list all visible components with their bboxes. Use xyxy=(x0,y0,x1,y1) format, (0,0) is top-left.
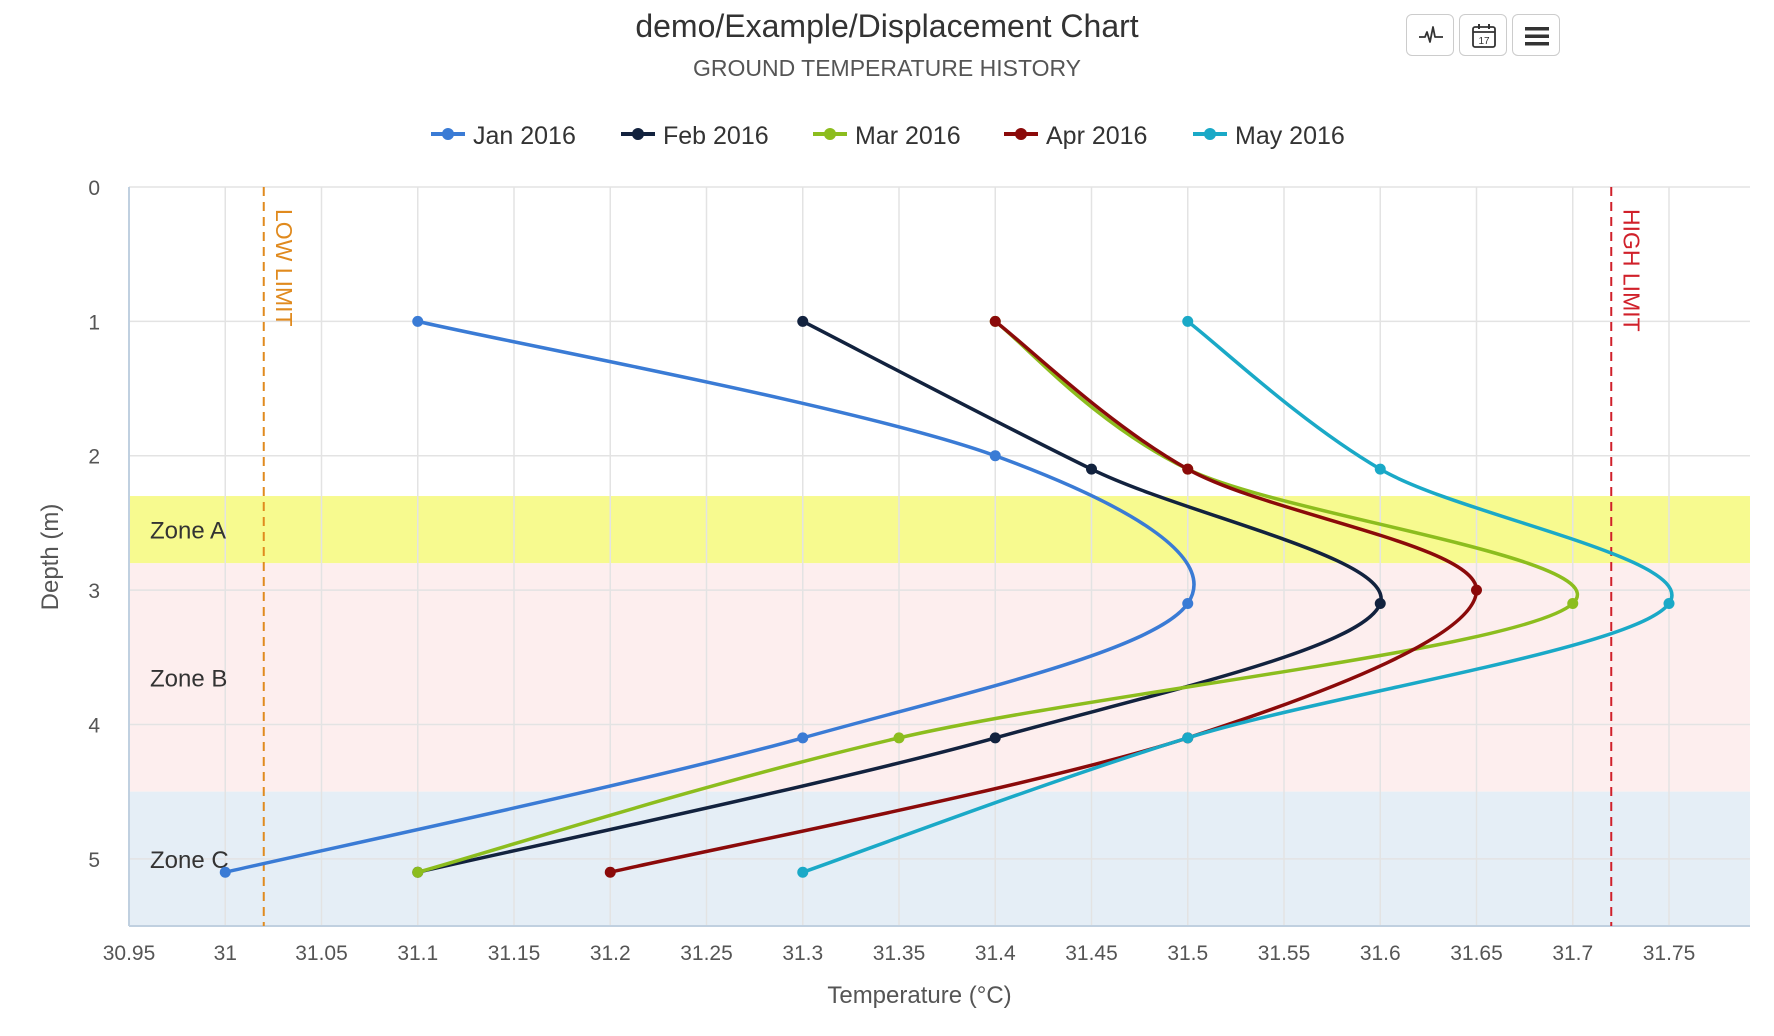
x-axis-title: Temperature (°C) xyxy=(827,982,1011,1009)
x-tick-label: 31.35 xyxy=(873,942,926,965)
y-tick-label: 4 xyxy=(88,714,100,737)
high-limit-label: HIGH LIMIT xyxy=(1618,209,1644,332)
series-line xyxy=(416,319,1383,875)
chart-legend: Jan 2016 Feb 2016 Mar 2016 Apr 2016 May 2016 xyxy=(0,118,1774,158)
zone-label-2: Zone B xyxy=(150,665,227,692)
y-tick-label: 0 xyxy=(88,177,100,200)
legend-label: Apr 2016 xyxy=(1046,122,1148,150)
data-point xyxy=(893,732,905,744)
x-tick-label: 31.3 xyxy=(782,942,823,965)
waveform-button[interactable] xyxy=(1406,14,1454,56)
x-tick-label: 31.1 xyxy=(397,942,438,965)
chart-title: demo/Example/Displacement Chart xyxy=(635,8,1139,44)
legend-marker xyxy=(621,128,655,140)
data-point xyxy=(1182,598,1194,610)
series-line xyxy=(801,319,1674,875)
data-point xyxy=(604,866,616,878)
calendar-button[interactable]: 17 xyxy=(1459,14,1507,56)
x-tick-label: 31 xyxy=(214,942,237,965)
legend-marker xyxy=(813,128,847,140)
x-tick-label: 31.4 xyxy=(975,942,1016,965)
x-tick-label: 31.15 xyxy=(488,942,541,965)
data-point xyxy=(797,732,809,744)
series-may-2016 xyxy=(797,315,1675,878)
x-tick-label: 31.65 xyxy=(1450,942,1503,965)
legend-label: May 2016 xyxy=(1235,122,1345,150)
data-point xyxy=(1182,732,1194,744)
data-point xyxy=(1663,598,1675,610)
x-tick-label: 31.5 xyxy=(1167,942,1208,965)
data-point xyxy=(797,866,809,878)
data-point xyxy=(1086,463,1097,475)
data-point xyxy=(1471,584,1482,596)
x-tick-label: 31.45 xyxy=(1065,942,1118,965)
low-limit-label: LOW LIMIT xyxy=(271,209,297,327)
data-point xyxy=(412,866,424,878)
x-tick-label: 31.2 xyxy=(590,942,631,965)
data-point xyxy=(797,315,809,327)
zone-band-2 xyxy=(129,563,1750,792)
legend-label: Jan 2016 xyxy=(473,122,576,150)
data-point xyxy=(219,866,231,878)
legend-label: Feb 2016 xyxy=(663,122,769,150)
zone-band-1 xyxy=(129,496,1750,564)
data-point xyxy=(989,732,1001,744)
y-tick-label: 1 xyxy=(88,311,100,334)
hamburger-menu-icon xyxy=(1525,27,1549,46)
data-point xyxy=(1374,598,1386,610)
y-tick-label: 3 xyxy=(88,580,100,603)
calendar-icon: 17 xyxy=(1472,24,1496,48)
y-tick-label: 5 xyxy=(88,849,100,872)
legend-marker xyxy=(1193,128,1227,140)
chart-subtitle: GROUND TEMPERATURE HISTORY xyxy=(692,55,1082,81)
x-tick-label: 31.7 xyxy=(1552,942,1593,965)
data-point xyxy=(412,315,424,327)
data-point xyxy=(1374,463,1386,475)
data-point xyxy=(989,315,1001,327)
calendar-day: 17 xyxy=(1478,36,1490,47)
x-tick-label: 30.95 xyxy=(103,942,156,965)
menu-button[interactable] xyxy=(1512,14,1560,56)
y-axis-title: Depth (m) xyxy=(37,504,64,611)
series-jan-2016 xyxy=(219,315,1196,878)
y-tick-label: 2 xyxy=(88,446,100,469)
x-tick-label: 31.6 xyxy=(1360,942,1401,965)
legend-marker xyxy=(431,128,465,140)
data-point xyxy=(1182,463,1194,475)
x-tick-label: 31.75 xyxy=(1643,942,1696,965)
data-point xyxy=(1182,315,1194,327)
x-tick-label: 31.25 xyxy=(680,942,733,965)
x-tick-label: 31.05 xyxy=(295,942,348,965)
series-line xyxy=(608,319,1479,875)
zone-label-3: Zone C xyxy=(150,847,229,874)
data-point xyxy=(1567,598,1579,610)
zone-label-1: Zone A xyxy=(150,518,226,545)
series-apr-2016 xyxy=(604,315,1482,878)
legend-marker xyxy=(1004,128,1038,140)
legend-label: Mar 2016 xyxy=(855,122,961,150)
x-tick-label: 31.55 xyxy=(1258,942,1311,965)
data-point xyxy=(989,450,1001,462)
waveform-icon xyxy=(1419,26,1443,43)
